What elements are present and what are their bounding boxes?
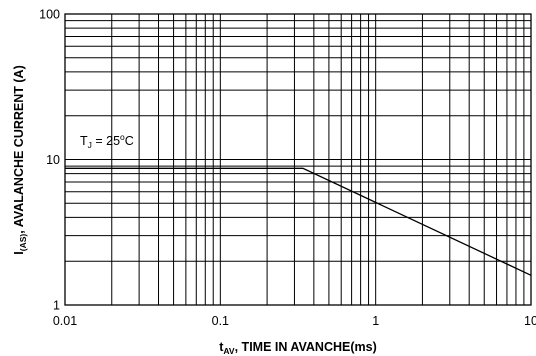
tj-annotation-main: T bbox=[80, 134, 88, 148]
x-tick-label: 1 bbox=[372, 314, 379, 328]
plot-frame bbox=[64, 13, 532, 306]
x-tick-label: 0.1 bbox=[212, 314, 229, 328]
tj-annotation-unit: C bbox=[125, 134, 134, 148]
tj-annotation: TJ = 25oC bbox=[80, 132, 134, 150]
y-tick-label: 1 bbox=[53, 299, 60, 313]
tj-annotation-sub: J bbox=[88, 140, 92, 150]
x-axis-title: tAV, TIME IN AVANCHE(ms) bbox=[219, 340, 377, 356]
y-tick-label: 100 bbox=[39, 8, 60, 22]
series-lines bbox=[65, 167, 532, 276]
y-tick-label: 10 bbox=[46, 153, 60, 167]
tj-annotation-sup: o bbox=[120, 132, 125, 142]
x-axis-title-sub: AV bbox=[223, 346, 235, 356]
y-tick-labels: 1 10 100 bbox=[39, 8, 60, 313]
x-tick-labels: 0.01 0.1 1 10 bbox=[53, 314, 536, 328]
x-tick-label: 0.01 bbox=[53, 314, 77, 328]
y-axis-title-main: I bbox=[12, 251, 26, 254]
grid-lines bbox=[65, 14, 531, 305]
tj-annotation-rest: = 25 bbox=[92, 134, 120, 148]
x-tick-label: 10 bbox=[524, 314, 536, 328]
y-axis-title-rest: , AVALANCHE CURRENT (A) bbox=[12, 65, 26, 234]
x-axis-title-rest: , TIME IN AVANCHE(ms) bbox=[235, 340, 377, 354]
series-line bbox=[65, 167, 532, 276]
y-axis-title-sub: (AS) bbox=[18, 234, 28, 252]
y-axis-title: I(AS), AVALANCHE CURRENT (A) bbox=[12, 65, 28, 254]
x-axis-title-main: t bbox=[219, 340, 224, 354]
